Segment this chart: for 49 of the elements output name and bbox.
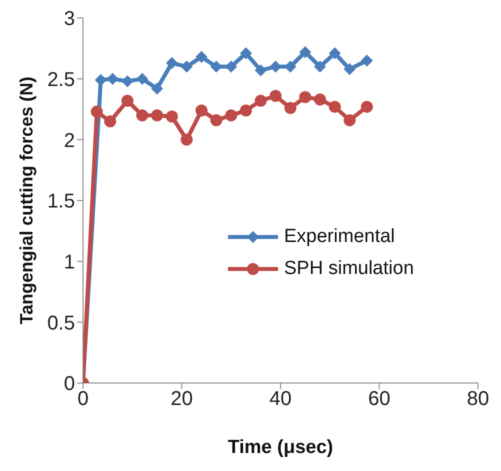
y-tick-label: 1 bbox=[64, 251, 75, 274]
point bbox=[90, 106, 103, 118]
point bbox=[344, 114, 356, 126]
point bbox=[136, 72, 148, 85]
point bbox=[240, 104, 252, 116]
y-tick-label: 2.5 bbox=[47, 68, 75, 91]
y-tick-label: 2 bbox=[64, 130, 75, 152]
point bbox=[225, 60, 238, 73]
point bbox=[210, 114, 222, 126]
y-tick-label: 1.5 bbox=[47, 190, 75, 213]
point bbox=[106, 72, 119, 85]
point bbox=[314, 94, 326, 106]
point bbox=[254, 64, 267, 76]
point bbox=[180, 134, 193, 146]
point bbox=[254, 94, 267, 107]
x-tick-label: 20 bbox=[170, 388, 193, 410]
point bbox=[328, 47, 341, 60]
point bbox=[299, 91, 312, 104]
point bbox=[328, 100, 341, 113]
legend-label: Experimental bbox=[284, 226, 395, 248]
y-axis-title: Tangengial cutting forces (N) bbox=[16, 76, 36, 324]
point bbox=[121, 94, 134, 107]
point bbox=[344, 63, 356, 76]
point bbox=[196, 104, 208, 116]
y-tick-label: 0.5 bbox=[47, 312, 75, 334]
point bbox=[166, 57, 178, 70]
y-tick-label: 0 bbox=[64, 373, 75, 396]
point bbox=[225, 109, 238, 122]
point bbox=[240, 47, 252, 60]
point bbox=[270, 90, 282, 102]
y-tick-label: 3 bbox=[64, 8, 75, 30]
point bbox=[180, 60, 193, 73]
point bbox=[104, 115, 116, 128]
point bbox=[299, 46, 312, 58]
x-tick-label: 40 bbox=[269, 388, 292, 410]
point bbox=[151, 109, 164, 122]
x-tick-label: 80 bbox=[466, 388, 490, 410]
point bbox=[166, 110, 178, 123]
point bbox=[196, 50, 208, 63]
point bbox=[121, 75, 134, 88]
point bbox=[136, 109, 148, 122]
point bbox=[284, 102, 296, 114]
point bbox=[151, 82, 164, 95]
x-axis-title: Time (μsec) bbox=[228, 437, 334, 458]
legend-label: SPH simulation bbox=[284, 258, 414, 280]
x-tick-label: 60 bbox=[368, 388, 390, 410]
point bbox=[360, 100, 373, 113]
point bbox=[314, 60, 326, 73]
point bbox=[360, 54, 373, 67]
